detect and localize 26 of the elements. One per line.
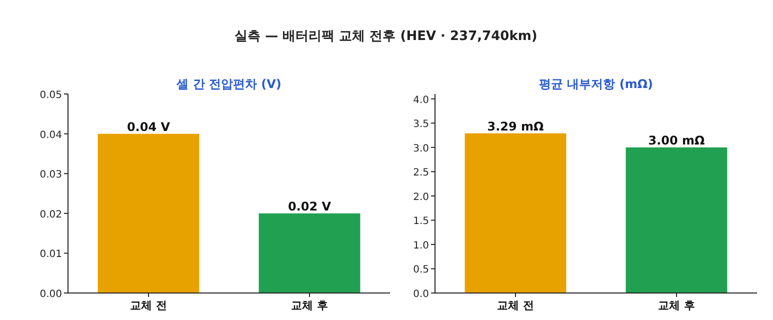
y-tick-label: 3.0: [413, 143, 429, 154]
y-tick-label: 2.0: [413, 192, 429, 203]
y-tick-label: 0.0: [413, 289, 429, 300]
y-tick-label: 1.0: [413, 240, 429, 252]
data-label: 0.02 V: [288, 199, 332, 214]
y-tick-label: 0.03: [40, 170, 62, 181]
y-tick-label: 0.01: [40, 249, 62, 260]
chart-title: 평균 내부저항 (mΩ): [538, 77, 654, 91]
y-tick-label: 4.0: [413, 94, 429, 106]
y-tick-label: 1.5: [413, 216, 429, 228]
y-tick-label: 0.5: [413, 264, 429, 276]
x-tick-label: 교체 전: [497, 299, 534, 312]
y-tick-label: 3.5: [413, 119, 429, 130]
y-tick-label: 0.00: [40, 289, 62, 300]
chart-title: 셀 간 전압편차 (V): [176, 77, 282, 91]
y-tick-label: 2.5: [413, 168, 429, 179]
y-tick-label: 0.04: [40, 130, 62, 141]
text: 실측 — 배터리팩 교체 전후 (HEV · 237,740km): [234, 29, 538, 44]
data-label: 3.00 mΩ: [648, 133, 705, 148]
x-tick-label: 교체 후: [658, 299, 695, 312]
data-label: 0.04 V: [126, 120, 171, 134]
x-tick-label: 교체 전: [130, 299, 167, 312]
y-tick-label: 0.02: [40, 209, 62, 220]
data-label: 3.29 mΩ: [487, 119, 544, 134]
y-tick-label: 0.05: [40, 90, 62, 101]
x-tick-label: 교체 후: [291, 299, 328, 312]
